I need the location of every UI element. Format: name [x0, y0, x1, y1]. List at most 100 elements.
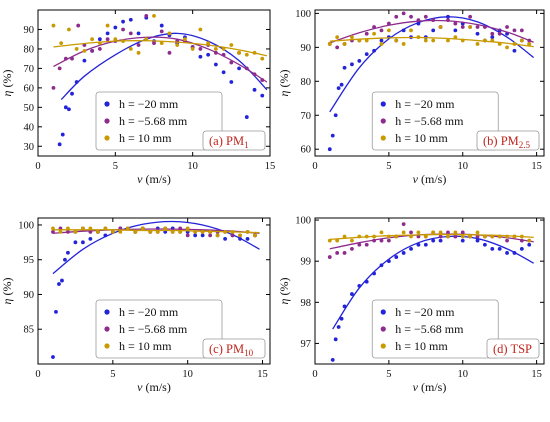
x-tick-label: 0 [35, 161, 40, 172]
data-point [468, 25, 473, 29]
panel-tag-frame [476, 130, 540, 151]
data-point [512, 28, 517, 33]
data-point [73, 240, 78, 245]
y-tick-label: 90 [24, 25, 35, 36]
data-point [333, 113, 338, 118]
data-point [105, 23, 110, 28]
data-layer [327, 222, 534, 362]
data-point [409, 28, 413, 33]
data-point [357, 59, 362, 63]
y-tick-label: 97 [301, 339, 312, 350]
legend: h = −20 mm h = −5.68 mm h = 10 mm [371, 299, 499, 359]
data-point [431, 230, 436, 235]
legend-frame [371, 299, 499, 359]
x-axis-label: v (m/s) [413, 380, 447, 394]
legend-entry: h = −20 mm [395, 305, 455, 319]
legend-entry: h = 10 mm [119, 131, 172, 145]
data-point [213, 62, 218, 67]
x-tick-label: 10 [182, 369, 193, 380]
legend-entry: h = −20 mm [119, 97, 179, 111]
data-point [527, 238, 532, 243]
data-point [350, 292, 354, 296]
data-point [185, 226, 190, 231]
y-tick-label: 90 [301, 43, 312, 54]
data-point [229, 80, 234, 84]
data-point [200, 233, 205, 238]
data-point [121, 19, 125, 24]
plot-frame [314, 217, 545, 365]
data-point [438, 238, 443, 243]
data-point [475, 230, 480, 235]
data-point [386, 28, 391, 33]
data-layer [327, 11, 535, 152]
data-point [73, 230, 78, 234]
fit-curve [52, 228, 260, 234]
panel-tag-main: (d) TSP [493, 342, 532, 356]
data-point [379, 230, 384, 235]
fit-curve [53, 36, 268, 83]
legend-entry: h = −5.68 mm [119, 322, 188, 336]
y-tick-label: 98 [301, 298, 312, 309]
data-point [54, 309, 58, 314]
legend: h = −20 mm h = −5.68 mm h = 10 mm [95, 91, 223, 151]
data-point [244, 52, 249, 57]
data-point [460, 25, 465, 29]
data-point [128, 47, 133, 51]
data-point [330, 133, 335, 138]
data-point [95, 230, 100, 234]
legend-entry: h = 10 mm [119, 339, 172, 353]
data-point [453, 230, 458, 235]
data-point [519, 38, 524, 43]
data-point [97, 37, 102, 42]
y-tick-label: 80 [301, 77, 312, 88]
data-point [213, 47, 218, 51]
data-point [423, 234, 428, 239]
fit-curve [329, 19, 534, 44]
y-tick-label: 99 [301, 257, 312, 268]
x-tick-label: 0 [312, 161, 317, 172]
data-point [379, 42, 384, 46]
data-point [505, 238, 509, 243]
x-axis-label-var: v [413, 172, 419, 186]
x-axis-label-unit: (m/s) [142, 172, 170, 186]
data-point [185, 233, 190, 238]
panel-0: 0 5 10 15 30 40 50 60 70 80 90 v (m/s) η (%) h = −20 … [0, 9, 275, 186]
data-point [70, 91, 74, 96]
data-point [379, 238, 384, 243]
data-point [409, 14, 413, 19]
data-point [253, 233, 257, 238]
legend-entry: h = −5.68 mm [395, 114, 464, 128]
data-point [438, 25, 443, 29]
data-point [74, 47, 79, 51]
data-point [416, 230, 421, 235]
legend-entry: h = −20 mm [119, 305, 179, 319]
x-tick-label: 5 [113, 161, 118, 172]
panel-tag-main: (c) PM [209, 342, 244, 356]
data-point [252, 87, 257, 92]
legend-marker [104, 135, 110, 141]
data-point [67, 27, 71, 32]
data-point [90, 48, 95, 53]
data-point [342, 251, 347, 255]
data-point [423, 242, 428, 247]
data-point [342, 65, 347, 70]
data-point [335, 35, 340, 40]
data-point [409, 246, 413, 251]
data-point [519, 246, 524, 251]
data-point [125, 226, 130, 231]
data-point [327, 42, 332, 46]
data-point [339, 316, 344, 321]
data-point [438, 230, 443, 235]
data-point [90, 37, 95, 42]
data-point [342, 42, 347, 46]
data-point [475, 31, 480, 36]
panel-tag-main: (a) PM [209, 134, 244, 148]
data-point [327, 147, 332, 152]
fit-curve [332, 235, 534, 330]
data-point [350, 35, 354, 40]
data-point [423, 38, 428, 43]
data-point [159, 41, 164, 45]
y-axis-label-unit: (%) [277, 278, 291, 299]
